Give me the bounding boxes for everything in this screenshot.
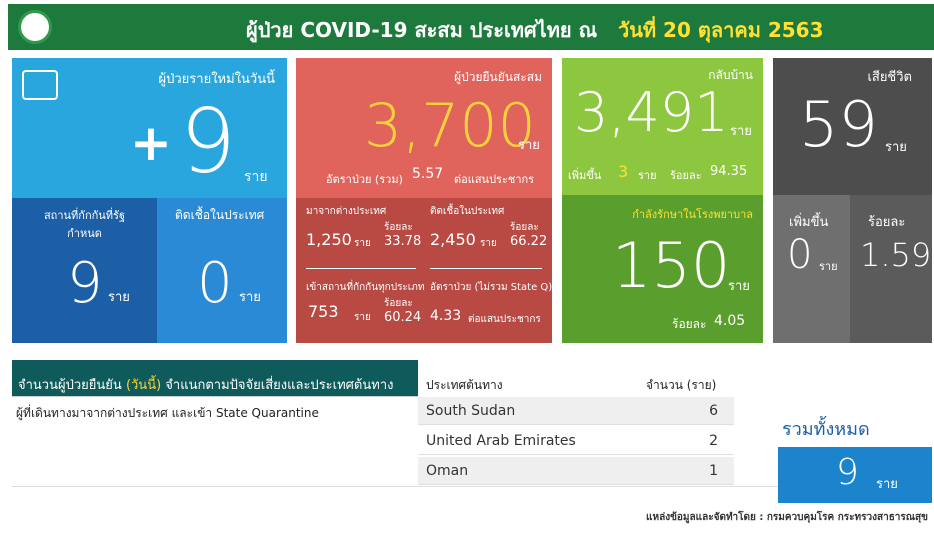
value: 3 [618,162,629,181]
label: ร้อยละ [510,222,539,233]
column-header: จำนวน (ราย) [646,378,717,392]
divider [306,268,416,269]
value: 150 [612,229,731,302]
value: 4.33 [430,308,462,324]
label: ต่อแสนประชากร [468,314,541,325]
label: สถานที่กักกันที่รัฐกำหนด [43,209,126,240]
value: 4.05 [714,313,746,329]
label: ติดเชื้อในประเทศ [175,208,265,222]
unit: ราย [819,260,838,273]
title: จำนวนผู้ป่วยยืนยัน [18,378,122,393]
value: 1,250 [306,230,352,249]
label: เพิ่มขึ้น [789,215,829,230]
unit: ราย [239,290,261,305]
source: แหล่งข้อมูลและจัดทำโดย : กรมควบคุมโรค กร… [646,512,928,523]
value: 753 [308,302,339,321]
label: ร้อยละ [672,317,707,331]
unit: ราย [354,238,371,249]
date: วันที่ 20 ตุลาคม 2563 [618,18,824,42]
confirmed-breakdown: มาจากต่างประเทศ 1,250 ราย ร้อยละ 33.78 ต… [296,198,552,343]
logo [18,10,52,44]
label: มาจากต่างประเทศ [306,206,387,217]
label: เข้าสถานที่กักกันทุกประเภท [306,282,425,293]
icon [22,70,58,100]
deaths-panel: เสียชีวิต 59 ราย [773,58,932,195]
total-box: 9 ราย [778,447,932,503]
table-row [418,427,734,455]
title: (วันนี้) [125,378,162,393]
value: 1.59 [860,236,932,274]
recovered-panel: กลับบ้าน 3,491 ราย เพิ่มขึ้น 3 ราย ร้อยล… [562,58,763,195]
value: 5.57 [412,166,444,182]
confirmed-panel: ผู้ป่วยยืนยันสะสม 3,700 ราย อัตราป่วย (ร… [296,58,552,198]
value: 59 [799,88,878,161]
new-panel: ผู้ป่วยรายใหม่ในวันนี้ + 9 ราย [12,58,287,198]
value: 2,450 [430,230,476,249]
table-cell: 2 [709,433,718,449]
label: กลับบ้าน [708,68,753,82]
breakdown-title: จำนวนผู้ป่วยยืนยัน (วันนี้) จำแนกตามปัจจ… [12,360,418,396]
deaths-inc: เพิ่มขึ้น 0 ราย [773,195,850,343]
divider [430,268,542,269]
total-value: 9 [836,452,859,493]
value: 0 [197,251,233,316]
value: 60.24 [384,310,422,325]
total-unit: ราย [876,477,898,492]
label: ร้อยละ [384,298,413,309]
column-header: ประเทศต้นทาง [426,378,503,392]
label: ร้อยละ [384,222,413,233]
unit: ราย [108,290,130,305]
value: 9 [67,251,103,316]
hospital-panel: กำลังรักษาในโรงพยาบาล 150 ราย ร้อยละ 4.0… [562,195,763,343]
table-cell: Oman [426,463,469,479]
label: ผู้ป่วยรายใหม่ในวันนี้ [158,72,275,87]
label: ติดเชื้อในประเทศ [430,206,505,217]
table-cell: South Sudan [426,403,516,419]
label: อัตราป่วย (รวม) [326,173,403,186]
prefix: + [130,114,172,172]
unit: ราย [354,312,371,323]
value: 0 [787,232,813,278]
label: ต่อแสนประชากร [454,173,535,186]
label: เสียชีวิต [867,70,912,85]
unit: ราย [885,140,907,155]
value: 3,491 [574,81,729,144]
value: 3,700 [364,91,536,161]
value: 9 [180,90,236,193]
table-row [418,397,734,425]
unit: ราย [730,124,752,139]
label: กำลังรักษาในโรงพยาบาล [632,208,753,221]
label: ร้อยละ [868,215,906,230]
unit: ราย [728,279,750,294]
label: ผู้ป่วยยืนยันสะสม [454,70,542,84]
header: ผู้ป่วย COVID-19 สะสม ประเทศไทย ณ วันที่… [8,4,934,50]
unit: ราย [480,238,497,249]
table-cell: 6 [709,403,718,419]
unit: ราย [518,138,540,153]
deaths-pct: ร้อยละ 1.59 [850,195,932,343]
total-label: รวมทั้งหมด [782,419,870,440]
label: เพิ่มขึ้น [568,169,602,182]
quarantine-panel: สถานที่กักกันที่รัฐกำหนด 9 ราย [12,198,157,343]
table-cell: United Arab Emirates [426,433,576,449]
value: 66.22 [510,234,548,249]
unit: ราย [638,169,657,182]
label: อัตราป่วย (ไม่รวม State Q) [430,282,553,293]
table-row [418,457,734,485]
title: ผู้ป่วย COVID-19 สะสม ประเทศไทย ณ [246,18,598,42]
title: จำแนกตามปัจจัยเสี่ยงและประเทศต้นทาง [165,378,394,393]
unit: ราย [244,169,268,185]
rule [12,486,932,487]
label: ร้อยละ [670,169,702,182]
local-panel: ติดเชื้อในประเทศ 0 ราย [157,198,287,343]
group-label: ผู้ที่เดินทางมาจากต่างประเทศ และเข้า Sta… [16,406,319,420]
table-cell: 1 [709,463,718,479]
rule [12,396,418,397]
value: 33.78 [384,234,422,249]
value: 94.35 [710,164,748,179]
